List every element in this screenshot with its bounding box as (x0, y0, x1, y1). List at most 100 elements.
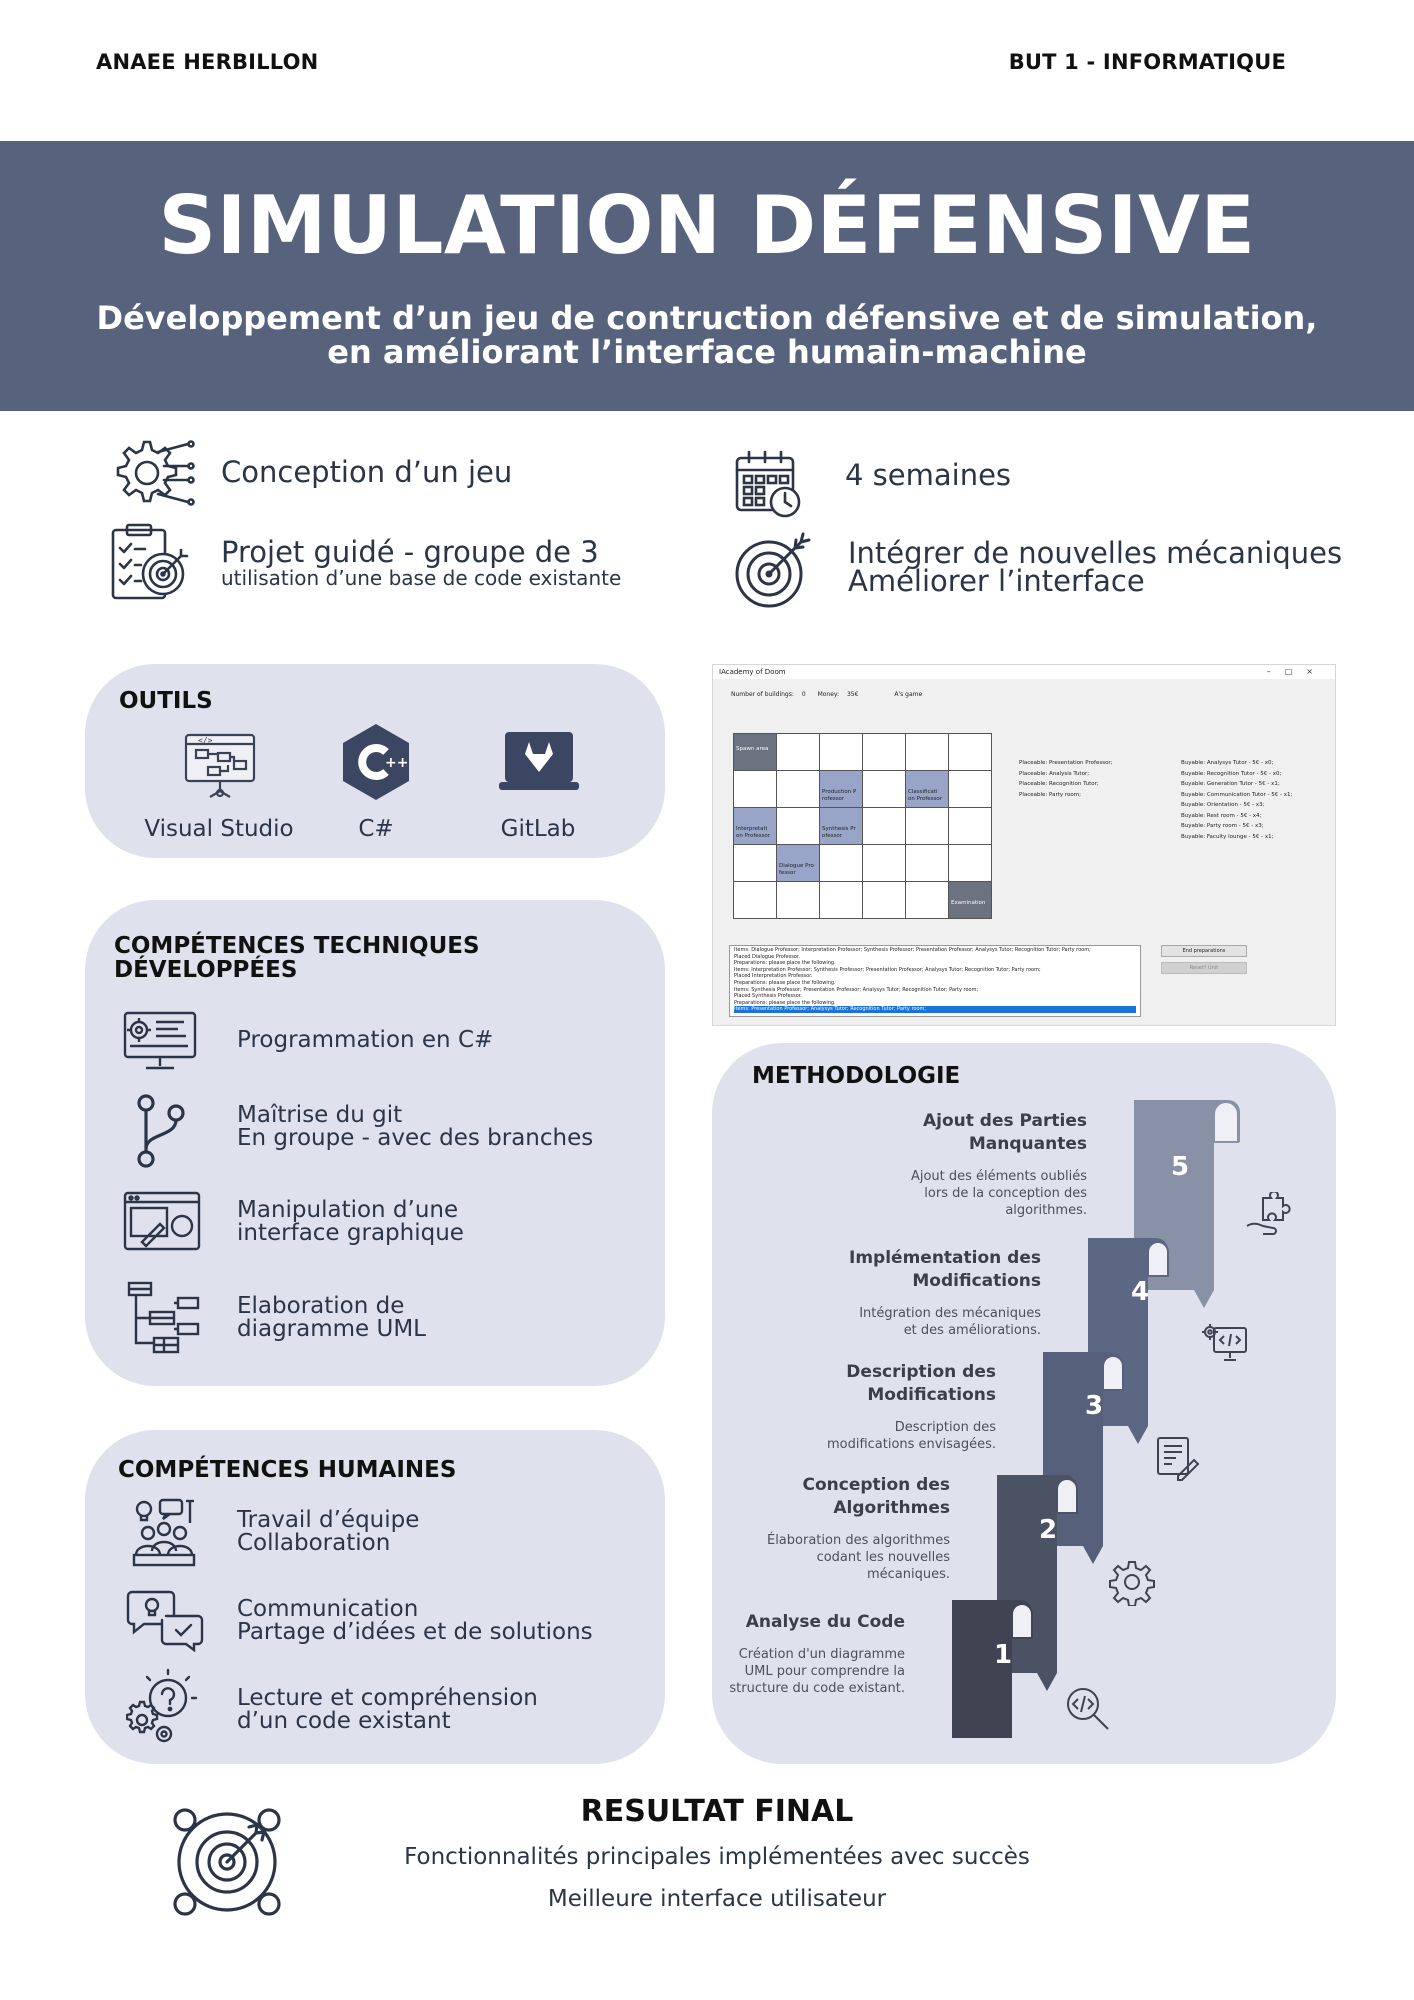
grid-cell[interactable] (777, 771, 820, 808)
course-name: BUT 1 - INFORMATIQUE (1008, 50, 1286, 74)
programming-icon (122, 1010, 198, 1072)
human-skill-2-line-1: Communication (237, 1596, 419, 1622)
grid-cell[interactable]: Synthesis Pr ofessor (820, 808, 863, 845)
csharp-icon: ++ (340, 722, 412, 802)
grid-cell[interactable] (949, 734, 992, 771)
grid-cell[interactable] (734, 845, 777, 882)
human-skill-1-line-1: Travail d’équipe (237, 1507, 420, 1533)
grid-cell[interactable] (906, 845, 949, 882)
grid-cell[interactable] (820, 734, 863, 771)
step-3-number: 3 (1085, 1391, 1104, 1421)
gear-icon (1108, 1558, 1156, 1606)
gear-circuit-icon (104, 434, 196, 512)
step-5-number: 5 (1171, 1152, 1190, 1182)
methodology-staircase (952, 1100, 1240, 1738)
question-gear-icon (126, 1668, 202, 1744)
step-2-title-line-2: Algorithmes (833, 1498, 950, 1518)
human-skill-2-line-2: Partage d’idées et de solutions (237, 1619, 593, 1645)
list-item[interactable]: Buyable: Faculty lounge - 5€ - x1; (1181, 833, 1274, 840)
list-item[interactable]: Placeable: Analysis Tutor; (1019, 770, 1090, 777)
grid-cell[interactable] (820, 845, 863, 882)
tech-skill-3-line-2: interface graphique (237, 1220, 464, 1246)
step-3-title-line-1: Description des (846, 1362, 996, 1382)
grid-cell[interactable] (820, 882, 863, 919)
step-4-desc-line-2: et des améliorations. (903, 1323, 1041, 1338)
list-item[interactable]: Placeable: Presentation Professor; (1019, 760, 1113, 766)
grid-cell[interactable] (906, 808, 949, 845)
grid-cell[interactable] (949, 845, 992, 882)
tool-label-gitlab: GitLab (500, 816, 576, 842)
step-1-title-line-1: Analyse du Code (745, 1612, 905, 1632)
step-4-desc-line-1: Intégration des mécaniques (859, 1306, 1041, 1321)
grid-cell[interactable] (949, 808, 992, 845)
log-line: Items: Dialogue Professor; Interpretatio… (734, 947, 1091, 953)
step-2-title-line-1: Conception des (802, 1475, 950, 1495)
log-line-selected[interactable]: Items: Presentation Professor; Analysys … (734, 1006, 1136, 1013)
tech-skill-4: Elaboration de diagramme UML (237, 1295, 426, 1341)
human-skill-3-line-2: d’un code existant (237, 1708, 451, 1734)
game-stats: Number of buildings: 0 Money: 35€ A's ga… (731, 691, 922, 698)
human-skills-title: COMPÉTENCES HUMAINES (118, 1457, 457, 1483)
money-label: Money: (817, 691, 840, 698)
grid-cell[interactable] (863, 734, 906, 771)
log-line: Preparations: please place the following… (734, 960, 836, 967)
window-controls: –□× (1267, 665, 1327, 679)
step-1-number: 1 (994, 1640, 1013, 1670)
maximize-icon[interactable]: □ (1284, 667, 1307, 676)
result-line-2: Meilleure interface utilisateur (547, 1886, 887, 1912)
list-item[interactable]: Placeable: Party room; (1019, 791, 1081, 798)
minimize-icon[interactable]: – (1266, 667, 1285, 676)
grid-cell[interactable]: Spawn area (734, 734, 777, 771)
tools-title: OUTILS (119, 688, 213, 714)
step-2-desc-line-1: Élaboration des algorithmes (766, 1533, 950, 1548)
list-item[interactable]: Buyable: Party room - 5€ - x3; (1181, 823, 1264, 829)
step-4-title-line-1: Implémentation des (849, 1248, 1041, 1268)
grid-cell[interactable] (734, 771, 777, 808)
teamwork-icon (128, 1497, 200, 1569)
game-screenshot: IAcademy of Doom –□× Number of buildings… (712, 664, 1336, 1026)
grid-cell[interactable] (734, 882, 777, 919)
step-3-desc-line-2: modifications envisagées. (826, 1437, 996, 1452)
calendar-clock-icon (733, 448, 805, 520)
tech-skills-title-line-1: COMPÉTENCES TECHNIQUES (114, 933, 480, 959)
list-item[interactable]: Buyable: Communication Tutor - 5€ - x1; (1181, 791, 1293, 798)
methodology-title: METHODOLOGIE (752, 1063, 961, 1089)
close-icon[interactable]: × (1306, 667, 1327, 676)
grid-cell[interactable]: Dialogue Pro fessor (777, 845, 820, 882)
list-item[interactable]: Buyable: Orientation - 5€ - x3; (1181, 802, 1265, 808)
end-preparations-button[interactable]: End preparations (1161, 945, 1247, 957)
checklist-target-icon (109, 522, 189, 602)
svg-text:</>: </> (198, 736, 213, 745)
grid-cell[interactable] (863, 808, 906, 845)
list-item[interactable]: Buyable: Recognition Tutor - 5€ - x0; (1181, 770, 1282, 777)
code-search-icon (1063, 1684, 1113, 1734)
grid-cell[interactable] (863, 882, 906, 919)
list-item[interactable]: Buyable: Generation Tutor - 5€ - x1; (1181, 781, 1280, 787)
game-log[interactable]: Items: Dialogue Professor; Interpretatio… (729, 945, 1141, 1017)
grid-cell[interactable] (863, 771, 906, 808)
grid-cell[interactable]: Interpretati on Professor (734, 808, 777, 845)
list-item[interactable]: Buyable: Analysys Tutor - 5€ - x0; (1181, 760, 1274, 766)
grid-cell[interactable] (863, 845, 906, 882)
grid-cell[interactable] (777, 734, 820, 771)
gui-design-icon (122, 1190, 202, 1252)
reset-button[interactable]: Reset? Unit (1161, 962, 1247, 974)
step-5-title-line-2: Manquantes (968, 1134, 1087, 1154)
grid-cell[interactable] (906, 882, 949, 919)
step-1-desc-line-3: structure du code existant. (729, 1681, 905, 1696)
grid-cell[interactable] (906, 734, 949, 771)
grid-cell[interactable]: Examination (949, 882, 992, 919)
list-item[interactable]: Buyable: Rest room - 5€ - x4; (1181, 812, 1262, 819)
grid-cell[interactable]: Classificati on Professor (906, 771, 949, 808)
turn-label: A's game (894, 691, 923, 698)
step-5-desc-line-1: Ajout des éléments oubliés (910, 1169, 1087, 1184)
grid-cell[interactable] (777, 808, 820, 845)
grid-cell[interactable]: Production P rofessor (820, 771, 863, 808)
grid-cell[interactable] (777, 882, 820, 919)
page-subtitle: Développement d’un jeu de contruction dé… (0, 301, 1414, 369)
tech-skills-card (85, 900, 665, 1386)
step-5-desc-line-3: algorithmes. (1005, 1203, 1087, 1218)
list-item[interactable]: Placeable: Recognition Tutor; (1019, 781, 1099, 787)
grid-cell[interactable] (949, 771, 992, 808)
log-line: Items: Interpretation Professor; Synthes… (734, 966, 1041, 973)
